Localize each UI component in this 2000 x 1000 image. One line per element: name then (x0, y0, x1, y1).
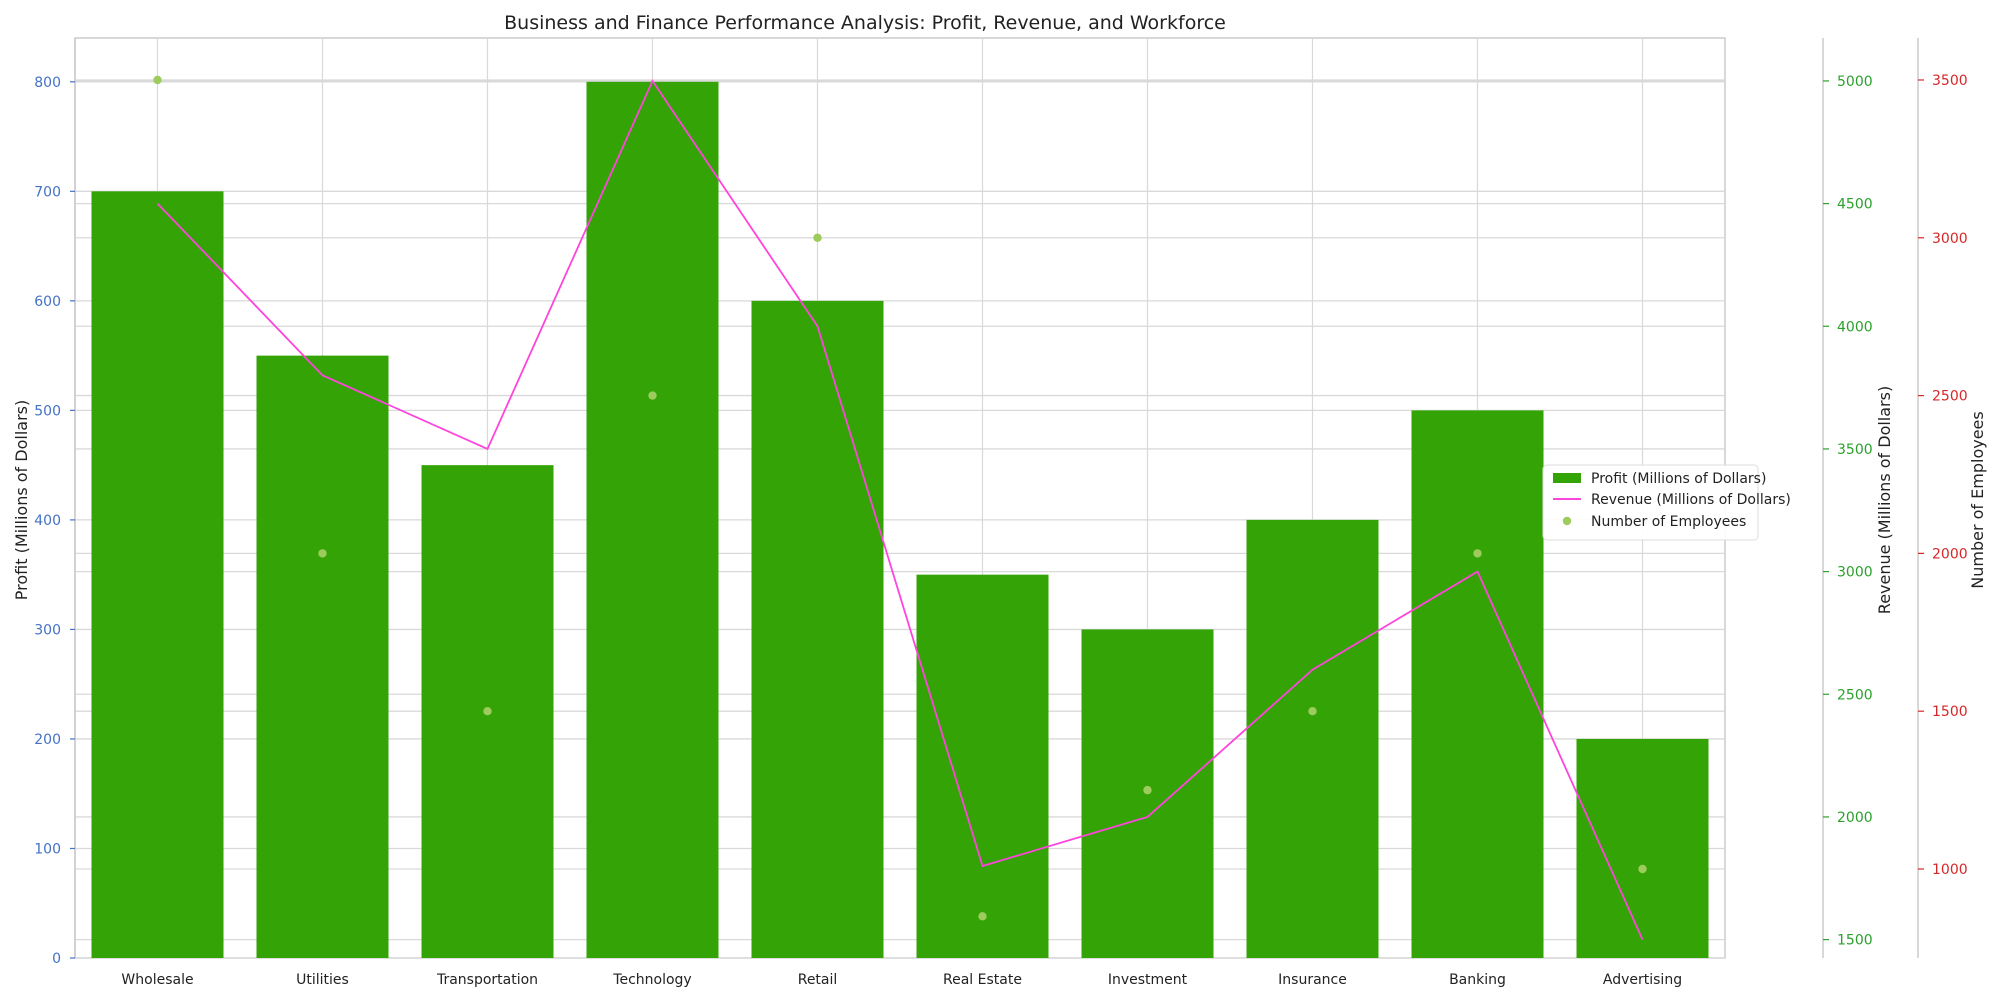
revenue-tick-label: 1500 (1837, 933, 1873, 949)
revenue-tick-label: 4000 (1837, 319, 1873, 335)
line-layer (156, 79, 1644, 940)
legend-swatch-point (1562, 516, 1572, 526)
employees-tick-label: 3000 (1932, 231, 1968, 247)
profit-bar (1411, 410, 1544, 958)
legend-label: Revenue (Millions of Dollars) (1591, 492, 1791, 508)
employees-point (153, 75, 162, 85)
revenue-line (156, 79, 1644, 940)
left-tick-label: 600 (34, 294, 61, 310)
revenue-tick-label: 5000 (1837, 74, 1873, 90)
revenue-tick-label: 4500 (1837, 197, 1873, 213)
employees-point (318, 549, 327, 558)
x-tick-label: Insurance (1278, 972, 1347, 988)
employees-axis-label: Number of Employees (1968, 411, 1987, 588)
employees-point (483, 706, 492, 716)
employees-point (813, 233, 822, 242)
chart-title: Business and Finance Performance Analysi… (504, 12, 1226, 34)
revenue-tick-label: 3000 (1837, 565, 1873, 581)
left-tick-label: 500 (34, 403, 61, 419)
employees-point (1473, 549, 1482, 558)
axis-layer: 0 100 200 300 400 500 600 700 800 1500 2000 2500 300… (34, 38, 1968, 988)
left-tick-label: 400 (34, 513, 61, 529)
employees-tick-label: 2000 (1932, 546, 1968, 562)
x-tick-label: Utilities (296, 972, 349, 988)
x-tick-label: Technology (612, 972, 691, 988)
legend-box (1542, 464, 1759, 541)
profit-bar (256, 355, 389, 959)
profit-bar (91, 191, 224, 959)
left-tick-label: 100 (34, 841, 61, 857)
profit-bar (1576, 738, 1709, 958)
employees-point (978, 912, 987, 921)
employees-point (1638, 864, 1647, 874)
revenue-tick-label: 2500 (1837, 687, 1873, 703)
profit-bar (916, 574, 1049, 958)
x-tick-label: Banking (1449, 972, 1506, 988)
x-tick-label: Retail (798, 972, 838, 988)
legend: Profit (Millions of Dollars) Revenue (Mil… (1542, 464, 1791, 541)
employees-point (648, 391, 657, 400)
left-tick-label: 700 (34, 184, 61, 200)
left-tick-label: 200 (34, 732, 61, 748)
employees-tick-label: 1500 (1932, 704, 1968, 720)
legend-label: Profit (Millions of Dollars) (1591, 471, 1766, 487)
x-tick-label: Advertising (1603, 972, 1682, 988)
profit-bar (751, 300, 884, 958)
point-layer (153, 75, 1647, 921)
revenue-axis-label: Revenue (Millions of Dollars) (1875, 386, 1894, 614)
employees-tick-label: 3500 (1932, 73, 1968, 89)
employees-point (1308, 706, 1317, 716)
employees-tick-label: 2500 (1932, 389, 1968, 405)
x-tick-label: Wholesale (121, 972, 193, 988)
employees-point (1143, 785, 1152, 795)
profit-bar (1246, 519, 1379, 958)
profit-bar (586, 81, 719, 959)
x-tick-label: Investment (1108, 972, 1188, 988)
legend-swatch-bar (1553, 473, 1581, 483)
x-tick-label: Real Estate (943, 972, 1022, 988)
employees-tick-label: 1000 (1932, 862, 1968, 878)
left-tick-label: 0 (52, 951, 61, 967)
left-axis-label: Profit (Millions of Dollars) (12, 400, 31, 600)
legend-label: Number of Employees (1591, 514, 1746, 530)
left-tick-label: 800 (34, 75, 61, 91)
revenue-tick-label: 2000 (1837, 810, 1873, 826)
x-tick-label: Transportation (436, 972, 538, 988)
left-tick-label: 300 (34, 622, 61, 638)
revenue-tick-label: 3500 (1837, 442, 1873, 458)
